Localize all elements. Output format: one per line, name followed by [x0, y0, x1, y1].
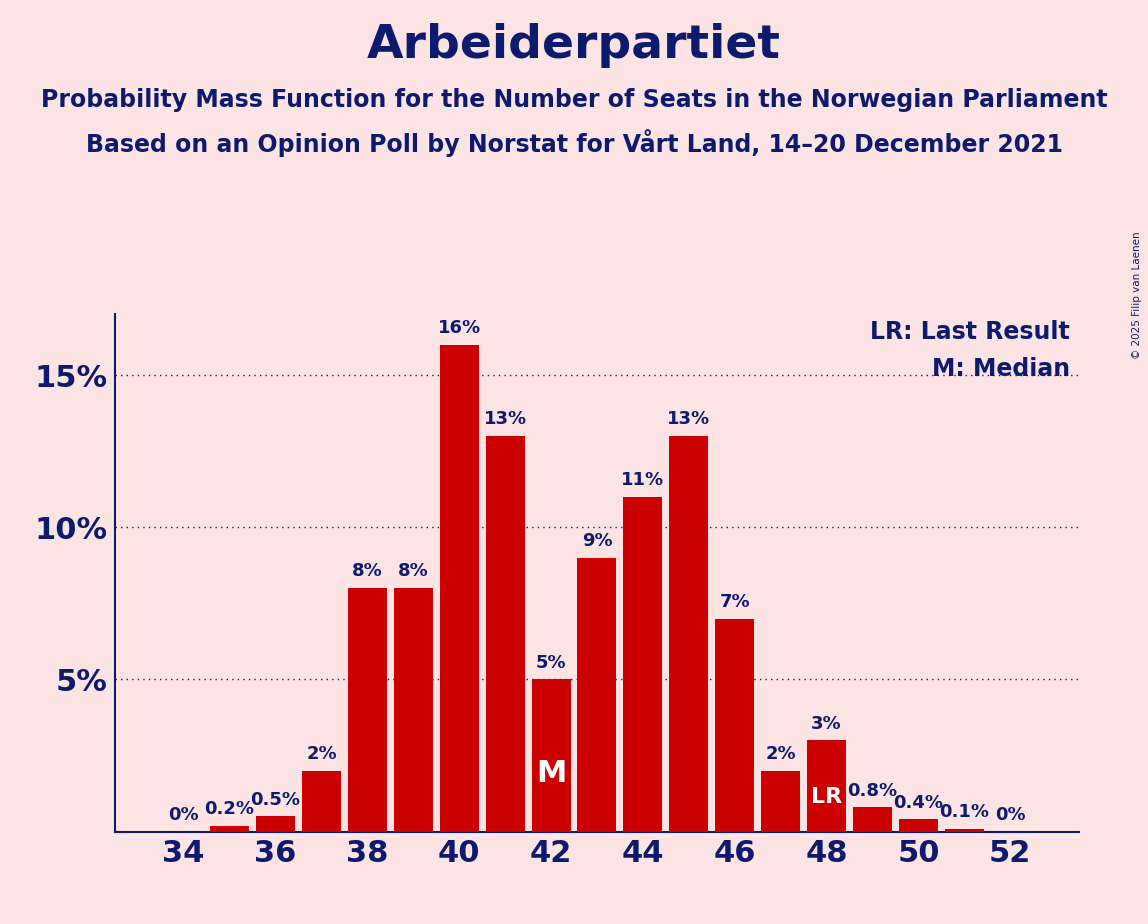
Text: 11%: 11% [621, 471, 665, 489]
Bar [440, 345, 479, 832]
Bar [256, 817, 295, 832]
Text: 16%: 16% [437, 319, 481, 337]
Bar [348, 588, 387, 832]
Text: 0.4%: 0.4% [893, 794, 944, 812]
Bar [761, 771, 800, 832]
Text: 13%: 13% [483, 410, 527, 429]
Text: Based on an Opinion Poll by Norstat for Vårt Land, 14–20 December 2021: Based on an Opinion Poll by Norstat for … [85, 129, 1063, 157]
Bar [853, 808, 892, 832]
Text: 0.2%: 0.2% [204, 800, 255, 818]
Text: 3%: 3% [812, 714, 841, 733]
Text: 5%: 5% [536, 654, 566, 672]
Bar [394, 588, 433, 832]
Text: 0.8%: 0.8% [847, 782, 898, 799]
Bar [669, 436, 708, 832]
Bar [623, 497, 662, 832]
Text: 13%: 13% [667, 410, 711, 429]
Text: 9%: 9% [582, 532, 612, 550]
Text: 2%: 2% [307, 745, 336, 763]
Bar [532, 679, 571, 832]
Text: © 2025 Filip van Laenen: © 2025 Filip van Laenen [1132, 231, 1142, 359]
Text: LR: Last Result: LR: Last Result [870, 321, 1070, 345]
Bar [210, 825, 249, 832]
Text: 0%: 0% [995, 806, 1025, 824]
Text: 0.1%: 0.1% [939, 803, 990, 821]
Text: 8%: 8% [398, 563, 428, 580]
Text: M: M [536, 760, 566, 788]
Bar [302, 771, 341, 832]
Bar [715, 618, 754, 832]
Bar [486, 436, 525, 832]
Text: 8%: 8% [352, 563, 382, 580]
Text: Arbeiderpartiet: Arbeiderpartiet [367, 23, 781, 68]
Bar [577, 558, 616, 832]
Text: LR: LR [810, 787, 843, 807]
Bar [807, 740, 846, 832]
Text: 0.5%: 0.5% [250, 791, 301, 808]
Text: Probability Mass Function for the Number of Seats in the Norwegian Parliament: Probability Mass Function for the Number… [40, 88, 1108, 112]
Bar [899, 820, 938, 832]
Text: 7%: 7% [720, 593, 750, 611]
Text: M: Median: M: Median [932, 357, 1070, 381]
Bar [945, 829, 984, 832]
Text: 2%: 2% [766, 745, 796, 763]
Text: 0%: 0% [169, 806, 199, 824]
